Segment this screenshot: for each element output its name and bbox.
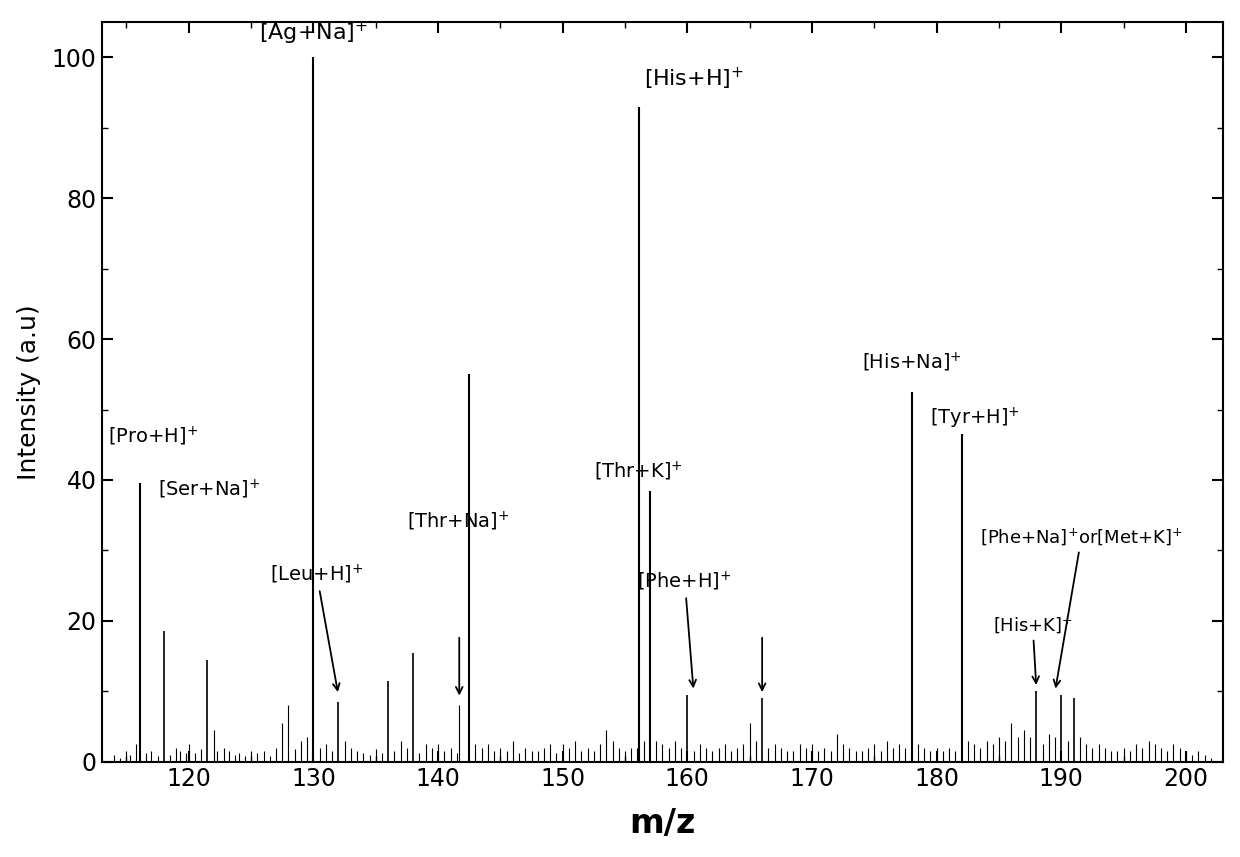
Text: [His+Na]$^{+}$: [His+Na]$^{+}$ [862, 351, 962, 375]
Text: [His+H]$^{+}$: [His+H]$^{+}$ [644, 66, 744, 93]
Text: [Tyr+H]$^{+}$: [Tyr+H]$^{+}$ [930, 405, 1021, 430]
Text: [Thr+K]$^{+}$: [Thr+K]$^{+}$ [594, 460, 683, 483]
Text: [Leu+H]$^{+}$: [Leu+H]$^{+}$ [270, 562, 363, 690]
Text: [Pro+H]$^{+}$: [Pro+H]$^{+}$ [108, 425, 198, 448]
Text: [Ag+Na]$^{+}$: [Ag+Na]$^{+}$ [259, 20, 368, 46]
Text: [His+K]$^{+}$: [His+K]$^{+}$ [993, 614, 1073, 683]
X-axis label: m/z: m/z [629, 807, 696, 841]
Y-axis label: Intensity (a.u): Intensity (a.u) [16, 304, 41, 480]
Text: [Phe+Na]$^{+}$or[Met+K]$^{+}$: [Phe+Na]$^{+}$or[Met+K]$^{+}$ [981, 526, 1183, 686]
Text: [Phe+H]$^{+}$: [Phe+H]$^{+}$ [637, 569, 732, 686]
Text: [Thr+Na]$^{+}$: [Thr+Na]$^{+}$ [407, 510, 510, 533]
Text: [Ser+Na]$^{+}$: [Ser+Na]$^{+}$ [157, 478, 260, 501]
